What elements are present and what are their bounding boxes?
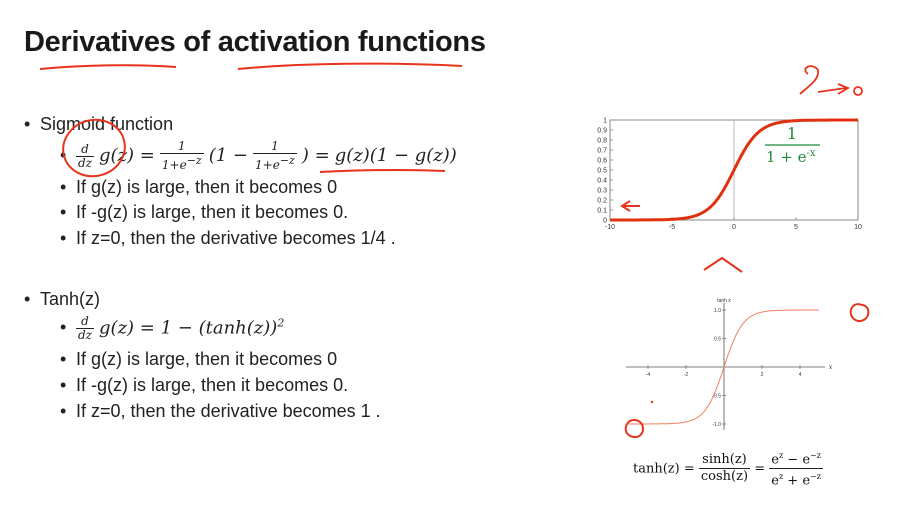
sigmoid-y-tick-label: 1 bbox=[603, 118, 607, 125]
title-underline-2 bbox=[237, 62, 463, 70]
bullet-dot: • bbox=[60, 317, 67, 338]
bullet-dot: • bbox=[24, 114, 31, 134]
sigmoid-bullet: • If g(z) is large, then it becomes 0 bbox=[60, 177, 338, 197]
paren-close: ) = bbox=[301, 144, 330, 166]
tanh-derivative-formula: • d dz g(z) = 1 − (tanh(z))2 bbox=[60, 315, 284, 342]
zero-circle-left bbox=[624, 419, 644, 438]
g-prime-note bbox=[799, 65, 851, 95]
tanh-heading-text: Tanh(z) bbox=[40, 289, 101, 309]
result-underline bbox=[319, 168, 446, 173]
sigmoid-bullet: • If -g(z) is large, then it becomes 0. bbox=[60, 202, 349, 222]
sigmoid-chart: 00.10.20.30.40.50.60.70.80.91 -10 -5 0 5 10 … bbox=[597, 118, 862, 232]
gz-eq: g(z) = bbox=[99, 144, 155, 166]
sigmoid-label-numerator: 1 bbox=[787, 124, 797, 143]
tanh-bullet: • If -g(z) is large, then it becomes 0. bbox=[60, 375, 349, 395]
zero-circle-right bbox=[849, 303, 870, 322]
one-minus: (1 − bbox=[208, 144, 249, 166]
tanh-lhs: tanh(z) = bbox=[633, 461, 695, 477]
ink-dot bbox=[650, 400, 654, 404]
sigmoid-curve bbox=[610, 118, 858, 222]
tanh-x-axis-label: x bbox=[829, 365, 832, 371]
sigmoid-x-tick-label: 10 bbox=[854, 224, 862, 231]
square-exponent: 2 bbox=[277, 316, 285, 330]
tanh-y-tick-label: -1.0 bbox=[712, 422, 721, 428]
tanh-chart: tanh x x 1.0 0.5 -0.5 -1.0 -4 -2 2 4 bbox=[626, 298, 832, 430]
tanh-y-tick-label: 0.5 bbox=[714, 337, 721, 343]
tanh-y-tick-label: -0.5 bbox=[712, 394, 721, 400]
title-underline-1 bbox=[39, 64, 177, 70]
derivative-result: g(z)(1 − g(z)) bbox=[334, 144, 457, 166]
sigmoid-y-tick-label: 0.8 bbox=[597, 138, 607, 145]
sigmoid-y-tick-label: 0.5 bbox=[597, 168, 607, 175]
sigmoid-x-tick-label: -5 bbox=[669, 224, 675, 231]
circle-around-d-dz bbox=[62, 118, 126, 178]
sigmoid-y-tick-label: 0.1 bbox=[597, 208, 607, 215]
slide-title: Derivatives of activation functions bbox=[24, 26, 486, 58]
tanh-bullet: • If z=0, then the derivative becomes 1 . bbox=[60, 401, 381, 421]
d-dz-fraction: d dz bbox=[76, 141, 95, 170]
left-arrow bbox=[620, 200, 640, 212]
tanh-curve bbox=[629, 309, 819, 425]
zero-note bbox=[853, 86, 863, 96]
sigmoid-bullet: • If z=0, then the derivative becomes 1/4… bbox=[60, 228, 396, 248]
tanh-chart-title: tanh x bbox=[717, 298, 731, 304]
sigmoid-y-tick-label: 0.6 bbox=[597, 158, 607, 165]
exp-fraction: ez − e−z ez + e−z bbox=[769, 448, 823, 490]
sigmoid-y-tick-label: 0.4 bbox=[597, 178, 607, 185]
sigmoid-y-tick-label: 0.2 bbox=[597, 198, 607, 205]
sigmoid-x-tick-label: -10 bbox=[605, 224, 615, 231]
sigmoid-x-tick-label: 5 bbox=[794, 224, 798, 231]
tanh-derivative-expr: g(z) = 1 − (tanh(z)) bbox=[99, 317, 278, 339]
tanh-y-tick-label: 1.0 bbox=[714, 308, 721, 314]
sigmoid-fraction-1: 1 1+e−z bbox=[159, 139, 204, 172]
sinh-cosh-fraction: sinh(z) cosh(z) bbox=[698, 452, 751, 485]
tanh-x-tick-label: 4 bbox=[799, 372, 802, 378]
equals-sign: = bbox=[754, 461, 766, 477]
sigmoid-label-denominator: 1 + e-x bbox=[766, 148, 816, 166]
tanh-x-tick-label: -2 bbox=[684, 372, 689, 378]
tanh-heading: • Tanh(z) bbox=[24, 289, 100, 310]
sigmoid-y-tick-label: 0 bbox=[603, 218, 607, 225]
caret-mark bbox=[703, 256, 743, 273]
d-dz-fraction: d dz bbox=[76, 314, 95, 342]
sigmoid-y-tick-label: 0.3 bbox=[597, 188, 607, 195]
sigmoid-y-tick-label: 0.7 bbox=[597, 148, 607, 155]
bullet-dot: • bbox=[24, 289, 31, 309]
tanh-x-tick-label: 2 bbox=[761, 372, 764, 378]
tanh-definition: tanh(z) = sinh(z) cosh(z) = ez − e−z ez + … bbox=[633, 448, 823, 490]
sigmoid-x-tick-label: 0 bbox=[732, 224, 736, 231]
sigmoid-y-tick-label: 0.9 bbox=[597, 128, 607, 135]
sigmoid-fraction-2: 1 1+e−z bbox=[253, 139, 297, 172]
tanh-x-tick-label: -4 bbox=[646, 372, 651, 378]
tanh-bullet: • If g(z) is large, then it becomes 0 bbox=[60, 349, 338, 369]
